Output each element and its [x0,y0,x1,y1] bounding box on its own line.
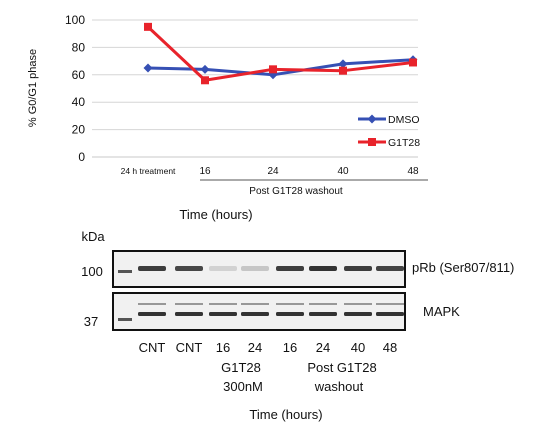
mapk-band-faint [175,303,203,305]
data-point [338,59,348,69]
y-tick-label: 60 [72,68,86,82]
legend-marker [367,114,377,124]
mapk-band-faint [138,303,166,305]
mapk-band [309,312,337,316]
prb-band [241,266,269,271]
mapk-band [344,312,372,316]
lane-labels: CNT CNT 16 24 16 24 40 48 [139,340,398,355]
lane-label: CNT [139,340,166,355]
mapk-band [376,312,404,316]
mapk-blot-panel [112,292,406,331]
data-point [269,65,277,74]
prb-band-label: pRb (Ser807/811) [412,260,514,275]
y-tick-label: 0 [78,150,85,164]
group1-label-line1: G1T28 [221,360,261,375]
y-tick-label: 80 [72,40,86,54]
mapk-bands [138,303,404,316]
ladder-band-100 [118,270,132,273]
x-category-label: 48 [407,166,419,177]
ladder-band-37 [118,318,132,321]
western-blot: kDa 100 37 pRb (Ser807/811) MAPK CNT CNT 1… [81,229,514,422]
prb-band [175,266,203,271]
legend-marker [368,138,376,146]
legend: DMSO G1T28 [358,114,420,149]
group2-label-line2: washout [314,379,364,394]
mapk-band-label: MAPK [423,304,460,319]
legend-label: G1T28 [388,137,420,149]
lane-label: 16 [216,340,230,355]
x-category-label: 16 [199,166,211,177]
mapk-band [276,312,304,316]
kda-label: kDa [81,229,105,244]
x-category-label: 24 [267,166,279,177]
group1-label-line2: 300nM [223,379,263,394]
y-tick-label: 100 [65,13,85,27]
data-point [143,63,153,73]
data-point [201,76,209,85]
mapk-band-faint [309,303,337,305]
mapk-band-faint [344,303,372,305]
y-tick-label: 20 [72,123,86,137]
lane-label: 40 [351,340,365,355]
line-chart: 0 20 40 60 80 100 % G0/G1 phase 24 h treatmen… [27,13,428,222]
prb-bands [138,266,404,271]
y-tick-label: 40 [72,95,86,109]
prb-band [344,266,372,271]
prb-band [276,266,304,271]
mapk-band-faint [241,303,269,305]
mapk-band [241,312,269,316]
data-point [339,66,347,75]
marker-100: 100 [81,264,103,279]
lane-label: 24 [316,340,330,355]
y-tick-labels: 0 20 40 60 80 100 [65,13,85,164]
x-axis-label: Time (hours) [179,207,252,222]
lane-label: 16 [283,340,297,355]
y-axis-label: % G0/G1 phase [27,49,39,127]
legend-label: DMSO [388,114,420,126]
washout-group-label: Post G1T28 washout [249,186,343,197]
prb-band [138,266,166,271]
data-point [409,58,417,67]
prb-band [209,266,237,271]
marker-37: 37 [84,314,98,329]
blot-x-axis-label: Time (hours) [249,407,322,422]
mapk-band-faint [376,303,404,305]
mapk-band [175,312,203,316]
mapk-band-faint [276,303,304,305]
mapk-band [209,312,237,316]
mapk-band-faint [209,303,237,305]
prb-band [376,266,404,271]
data-point [144,22,152,31]
lane-label: 48 [383,340,397,355]
lane-label: 24 [248,340,262,355]
mapk-band [138,312,166,316]
group2-label-line1: Post G1T28 [307,360,376,375]
x-category-labels: 24 h treatment 16 24 40 48 [121,166,419,177]
lane-label: CNT [176,340,203,355]
prb-band [309,266,337,271]
data-point [200,64,210,74]
series-group [143,22,418,85]
x-category-label: 24 h treatment [121,166,176,176]
x-category-label: 40 [337,166,349,177]
